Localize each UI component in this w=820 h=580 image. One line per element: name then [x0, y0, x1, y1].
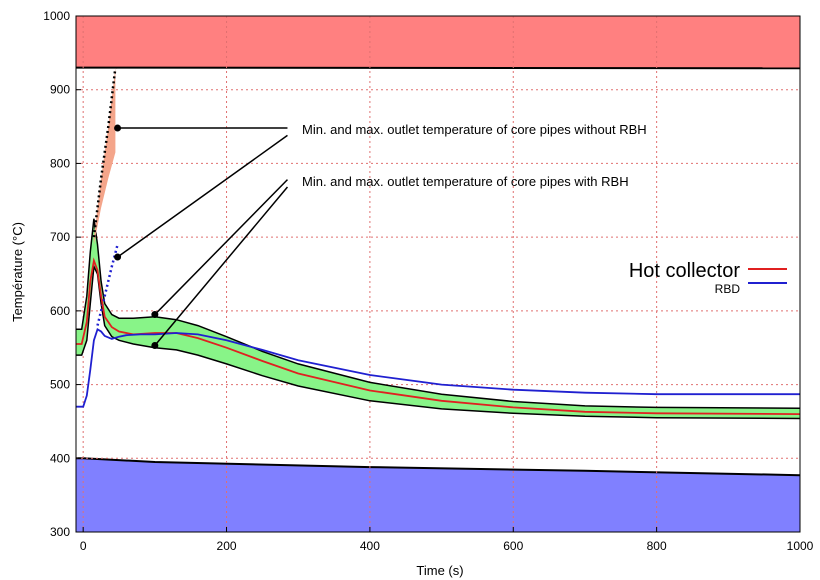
y-tick-label: 800 — [50, 156, 70, 170]
dotted-line-0 — [92, 67, 117, 238]
y-tick-label: 600 — [50, 304, 70, 318]
upper-zone-fill — [76, 16, 800, 69]
plot-frame — [75, 15, 801, 533]
x-tick-label: 800 — [647, 539, 667, 553]
axes-layer: 0 200 400 600 800 1000 300 400 500 600 700 800 900 10… — [43, 9, 813, 553]
y-tick-label: 1000 — [43, 9, 70, 23]
bands-layer — [76, 67, 801, 420]
annotation-leader-0-1 — [117, 134, 288, 258]
annotation-leader-1-0 — [154, 179, 289, 316]
legend-label-rbd: RBD — [715, 282, 741, 296]
series-line-rbd — [76, 327, 800, 408]
x-tick-label: 0 — [80, 539, 87, 553]
band-with-rbh — [76, 218, 800, 419]
lower-zone-fill — [76, 458, 800, 532]
y-tick-label: 400 — [50, 451, 70, 465]
series-line-hot-collector — [76, 257, 801, 415]
y-axis-label: Température (°C) — [10, 222, 25, 322]
x-tick-label: 1000 — [787, 539, 814, 553]
upper-zone-boundary — [75, 66, 801, 70]
annotation-dot-1-1 — [151, 342, 159, 350]
annotation-dot-1-0 — [151, 311, 159, 319]
annotation-dot-0-0 — [114, 124, 122, 132]
annotation-without-rbh: Min. and max. outlet temperature of core… — [302, 122, 647, 137]
series-layer — [76, 67, 801, 415]
x-tick-label: 200 — [217, 539, 237, 553]
x-tick-label: 600 — [503, 539, 523, 553]
y-tick-label: 700 — [50, 230, 70, 244]
x-axis-label: Time (s) — [416, 563, 463, 578]
zones-layer — [75, 16, 801, 532]
dotted-line-1 — [96, 244, 119, 326]
annotation-with-rbh: Min. and max. outlet temperature of core… — [302, 174, 629, 189]
y-tick-label: 900 — [50, 83, 70, 97]
y-tick-label: 300 — [50, 525, 70, 539]
band-with-rbh-upper-edge — [76, 218, 801, 409]
y-tick-label: 500 — [50, 378, 70, 392]
legend-label-hot-collector: Hot collector — [629, 260, 740, 282]
x-tick-label: 400 — [360, 539, 380, 553]
annotation-dot-0-1 — [114, 253, 122, 261]
annotations-layer — [114, 124, 289, 350]
annotation-leader-1-1 — [154, 186, 289, 346]
legend: Hot collector RBD — [629, 260, 787, 296]
